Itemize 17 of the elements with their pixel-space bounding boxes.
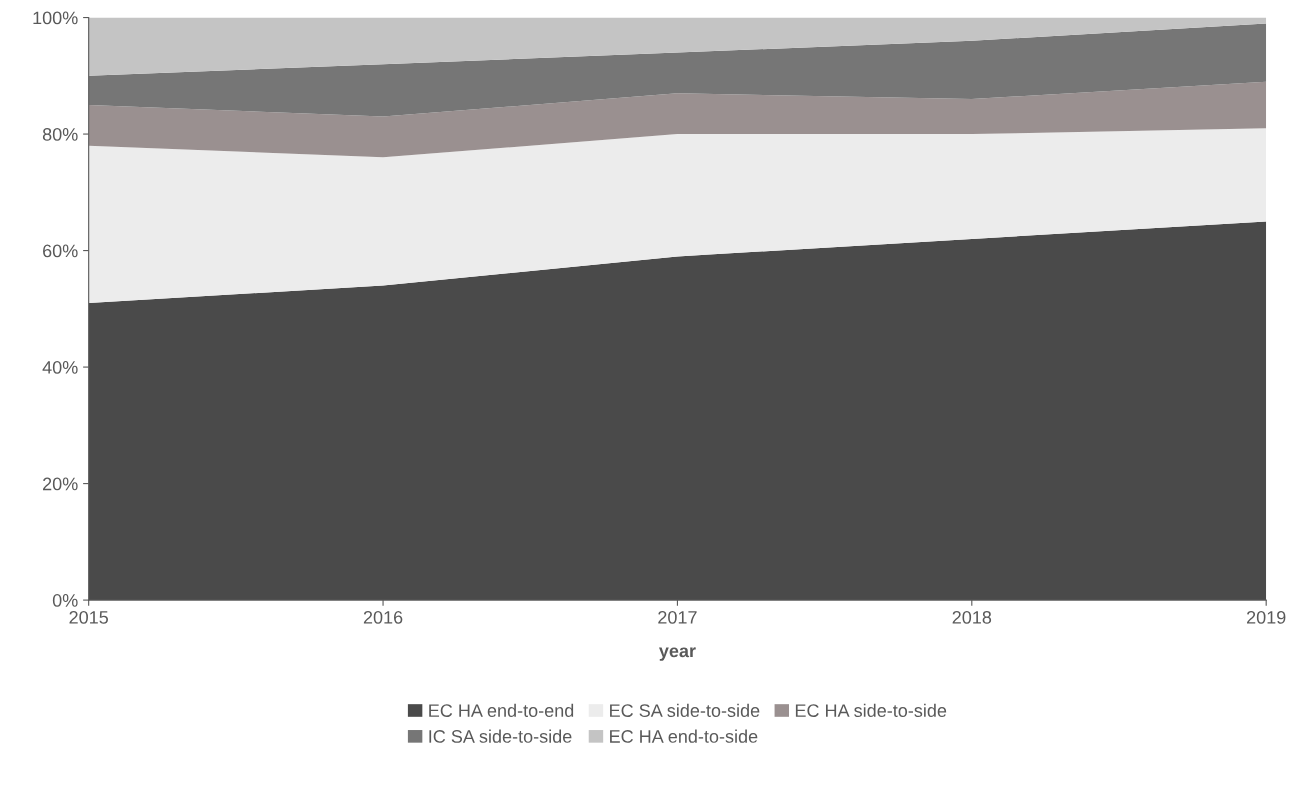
x-tick-label: 2019 — [1247, 610, 1286, 624]
x-tick-label: 2018 — [952, 610, 992, 624]
y-tick-label: 40% — [42, 361, 78, 374]
y-tick-label: 100% — [33, 11, 78, 25]
x-tick-label: 2015 — [69, 610, 108, 624]
legend-label: EC SA side-to-side — [610, 703, 760, 717]
legend-label: EC HA side-to-side — [795, 703, 947, 717]
x-axis-title: year — [658, 647, 696, 661]
y-tick-label: 0% — [52, 594, 78, 607]
y-tick-label: 80% — [42, 128, 78, 141]
y-tick-label: 20% — [43, 477, 78, 491]
legend-label: EC HA end-to-side — [610, 729, 758, 743]
x-tick-label: 2016 — [363, 610, 403, 624]
legend-label: IC SA side-to-side — [429, 729, 572, 743]
y-tick-label: 60% — [43, 244, 78, 258]
legend-label: EC HA end-to-end — [429, 703, 574, 717]
x-tick-label: 2017 — [658, 610, 697, 624]
